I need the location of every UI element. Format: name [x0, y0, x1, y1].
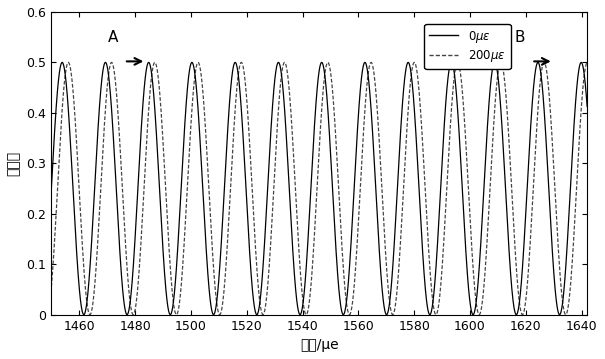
X-axis label: 应变/μe: 应变/μe — [300, 338, 339, 352]
Text: B: B — [515, 30, 525, 45]
Y-axis label: 光功率: 光功率 — [7, 151, 21, 176]
Text: A: A — [108, 30, 118, 45]
Legend: 0$\mu\varepsilon$, 200$\mu\varepsilon$: 0$\mu\varepsilon$, 200$\mu\varepsilon$ — [424, 24, 511, 69]
